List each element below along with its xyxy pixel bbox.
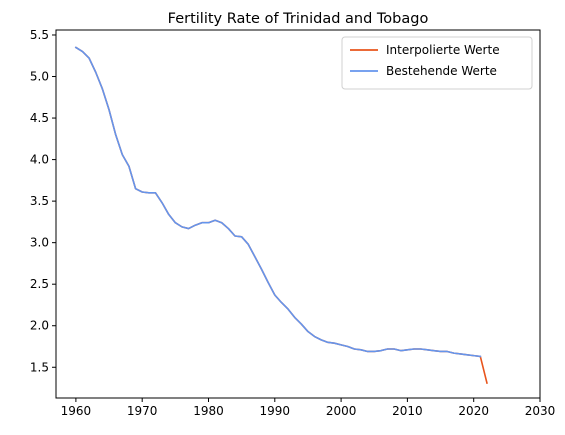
x-tick-label: 2020	[458, 404, 489, 418]
series-layer	[74, 46, 488, 385]
plot-frame	[55, 29, 541, 399]
y-tick-label: 1.5	[30, 360, 49, 374]
y-tick-label: 4.5	[30, 111, 49, 125]
x-tick-label: 1990	[260, 404, 291, 418]
x-tick-label: 1970	[127, 404, 158, 418]
y-tick-label: 3.5	[30, 194, 49, 208]
y-tick-label: 3.0	[30, 236, 49, 250]
x-tick-label: 2010	[392, 404, 423, 418]
legend-label: Interpolierte Werte	[386, 43, 500, 57]
legend-label: Bestehende Werte	[386, 64, 497, 78]
y-tick-label: 4.0	[30, 153, 49, 167]
y-tick-label: 2.0	[30, 319, 49, 333]
x-tick-label: 1960	[61, 404, 92, 418]
y-tick-label: 5.0	[30, 70, 49, 84]
legend-box	[341, 36, 533, 90]
chart-title: Fertility Rate of Trinidad and Tobago	[168, 11, 429, 27]
x-axis: 1960 1970 1980 1990 2000 2010 2020 2030	[61, 398, 556, 418]
x-tick-label: 1980	[193, 404, 224, 418]
y-tick-label: 5.5	[30, 28, 49, 42]
series-line-1	[74, 46, 488, 385]
y-axis: 1.5 2.0 2.5 3.0 3.5 4.0 4.5 5.0 5.5	[30, 28, 56, 374]
legend: Interpolierte Werte Bestehende Werte	[341, 36, 533, 90]
x-tick-label: 2030	[525, 404, 556, 418]
series-line-2	[74, 46, 482, 358]
x-tick-label: 2000	[326, 404, 357, 418]
y-tick-label: 2.5	[30, 277, 49, 291]
